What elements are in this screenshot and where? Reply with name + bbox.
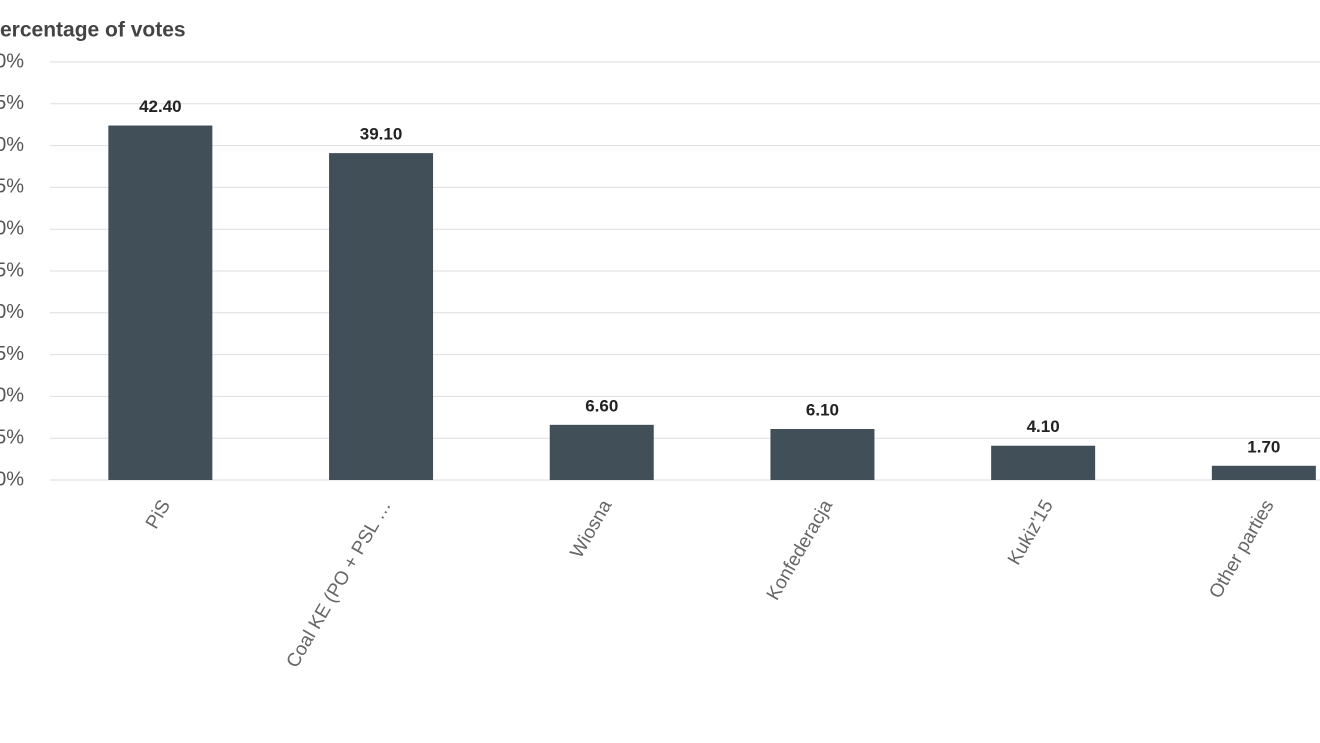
- y-tick-label: 40%: [0, 134, 24, 156]
- value-label: 4.10: [1027, 417, 1060, 436]
- x-tick-label: PiS: [142, 497, 175, 533]
- y-tick-label: 10%: [0, 385, 24, 407]
- y-tick-label: 35%: [0, 176, 24, 198]
- y-tick-label: 15%: [0, 343, 24, 365]
- y-tick-label: 45%: [0, 92, 24, 114]
- value-label: 6.10: [806, 400, 839, 419]
- bar: [108, 125, 213, 480]
- y-tick-label: 30%: [0, 217, 24, 239]
- y-tick-label: 50%: [0, 50, 24, 72]
- bar: [991, 445, 1096, 480]
- bar: [1211, 465, 1316, 480]
- x-tick-label: Kukiz'15: [1004, 497, 1058, 569]
- bar: [549, 424, 654, 480]
- chart-title: Percentage of votes: [0, 19, 186, 42]
- x-tick-label: Other parties: [1205, 497, 1278, 603]
- value-label: 42.40: [139, 97, 182, 116]
- x-tick-label: Coal KE (PO + PSL …: [283, 497, 396, 672]
- value-label: 1.70: [1247, 437, 1280, 456]
- bar: [329, 153, 434, 480]
- x-tick-label: Wiosna: [567, 496, 617, 562]
- y-tick-label: 0%: [0, 468, 24, 490]
- value-label: 39.10: [360, 125, 403, 144]
- bar: [770, 429, 875, 480]
- x-tick-label: Konfederacja: [763, 496, 837, 604]
- y-tick-label: 20%: [0, 301, 24, 323]
- y-tick-label: 25%: [0, 259, 24, 281]
- y-tick-label: 5%: [0, 426, 24, 448]
- value-label: 6.60: [585, 396, 618, 415]
